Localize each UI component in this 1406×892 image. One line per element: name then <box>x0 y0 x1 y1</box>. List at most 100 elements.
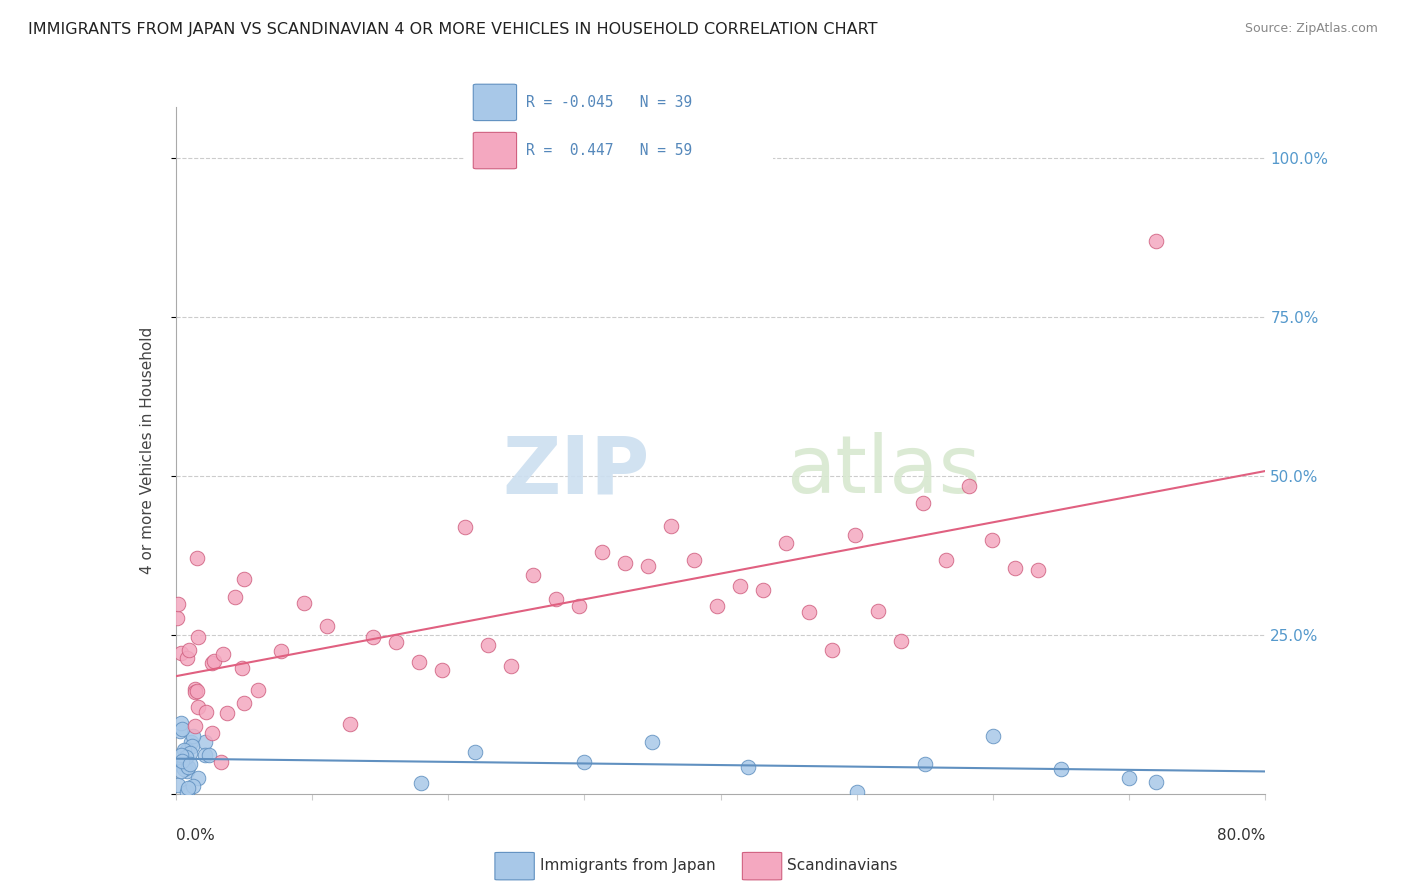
Point <box>1118 771 1140 785</box>
Point <box>202 654 225 668</box>
Point <box>176 764 198 778</box>
Point <box>181 739 204 753</box>
Point <box>339 716 361 731</box>
FancyBboxPatch shape <box>474 132 516 169</box>
Point <box>659 519 682 533</box>
Point <box>641 735 664 749</box>
Point <box>177 780 200 795</box>
Point <box>186 683 208 698</box>
Point <box>169 747 191 762</box>
Point <box>232 572 254 586</box>
Point <box>1144 234 1167 248</box>
Point <box>194 747 217 762</box>
Point <box>889 634 911 648</box>
Point <box>173 763 195 777</box>
Text: R =  0.447   N = 59: R = 0.447 N = 59 <box>526 143 692 158</box>
FancyBboxPatch shape <box>742 853 782 880</box>
Point <box>981 533 1004 547</box>
Point <box>166 597 188 611</box>
Point <box>179 756 201 771</box>
Point <box>270 644 292 658</box>
Point <box>233 696 256 710</box>
Point <box>430 663 453 677</box>
Point <box>546 592 568 607</box>
Point <box>568 599 591 613</box>
Point <box>591 545 613 559</box>
Point <box>173 757 195 772</box>
Point <box>499 658 522 673</box>
Text: R = -0.045   N = 39: R = -0.045 N = 39 <box>526 95 692 110</box>
Text: 80.0%: 80.0% <box>1218 828 1265 843</box>
Point <box>935 553 957 567</box>
Point <box>981 729 1004 743</box>
Point <box>167 778 190 792</box>
Point <box>408 655 430 669</box>
Point <box>728 579 751 593</box>
Point <box>170 764 193 778</box>
Y-axis label: 4 or more Vehicles in Household: 4 or more Vehicles in Household <box>141 326 155 574</box>
Point <box>179 746 201 760</box>
Point <box>176 743 198 757</box>
Point <box>361 631 384 645</box>
Point <box>173 755 195 769</box>
Point <box>170 716 193 731</box>
Point <box>187 771 209 785</box>
Point <box>224 590 246 604</box>
Point <box>187 699 209 714</box>
Point <box>464 745 486 759</box>
Point <box>197 748 219 763</box>
Point <box>866 604 889 618</box>
Point <box>194 735 217 749</box>
Text: 0.0%: 0.0% <box>176 828 215 843</box>
Point <box>177 760 200 774</box>
Point <box>683 553 706 567</box>
Point <box>316 619 339 633</box>
Point <box>821 643 844 657</box>
Point <box>179 643 201 657</box>
Point <box>231 661 253 675</box>
Point <box>184 681 207 696</box>
Point <box>169 646 191 660</box>
Point <box>477 638 499 652</box>
Point <box>1026 563 1049 577</box>
Point <box>181 729 204 743</box>
Point <box>172 722 194 736</box>
Point <box>453 520 475 534</box>
Point <box>209 755 232 769</box>
Point <box>170 758 193 772</box>
Point <box>176 785 198 799</box>
FancyBboxPatch shape <box>458 70 779 180</box>
Point <box>797 605 820 619</box>
Point <box>292 596 315 610</box>
Text: atlas: atlas <box>786 432 980 510</box>
Point <box>187 631 209 645</box>
Point <box>169 723 191 738</box>
Point <box>845 785 868 799</box>
Point <box>574 756 596 770</box>
Text: Immigrants from Japan: Immigrants from Japan <box>540 858 716 872</box>
Point <box>1144 775 1167 789</box>
Point <box>184 719 207 733</box>
Point <box>706 599 728 614</box>
Point <box>201 726 224 740</box>
FancyBboxPatch shape <box>474 84 516 120</box>
Point <box>957 479 980 493</box>
Text: ZIP: ZIP <box>502 432 650 510</box>
Point <box>180 735 202 749</box>
Point <box>201 656 224 670</box>
Point <box>522 568 544 582</box>
Point <box>1050 762 1073 776</box>
Point <box>844 528 866 542</box>
Point <box>247 683 270 698</box>
Point <box>176 651 198 665</box>
Point <box>172 754 194 768</box>
Point <box>184 685 207 699</box>
Point <box>217 706 239 721</box>
Point <box>912 496 935 510</box>
Point <box>186 551 208 566</box>
Point <box>775 536 797 550</box>
Point <box>752 583 775 598</box>
FancyBboxPatch shape <box>495 853 534 880</box>
Point <box>914 756 936 771</box>
Text: Scandinavians: Scandinavians <box>787 858 898 872</box>
